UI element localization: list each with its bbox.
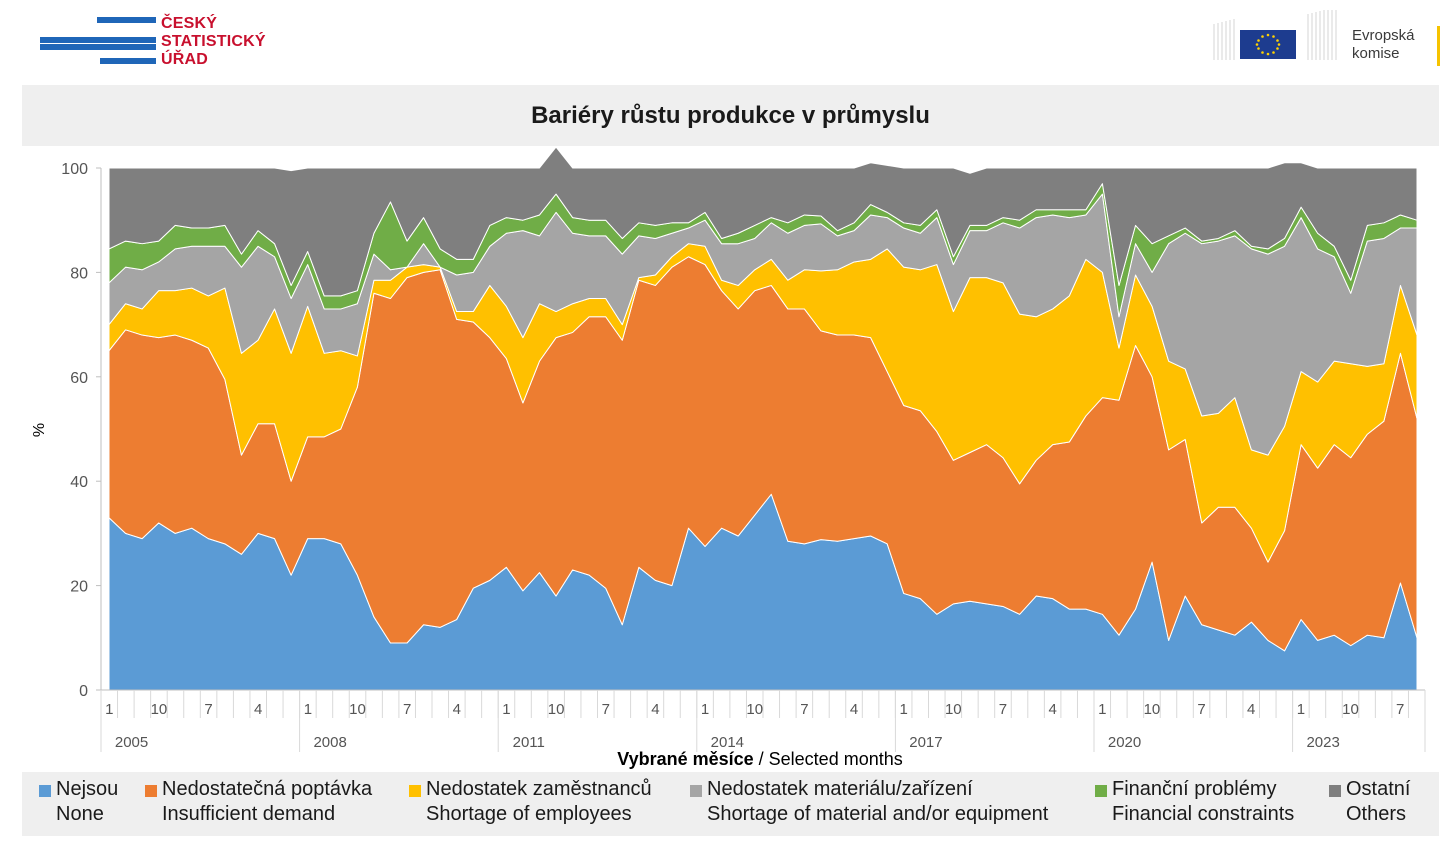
legend-label-en: Insufficient demand — [162, 803, 336, 825]
eu-stars — [1255, 33, 1281, 56]
x-tick-label: 7 — [204, 701, 212, 718]
legend-label-cz: Ostatní — [1346, 778, 1411, 800]
x-year-label: 2014 — [711, 734, 744, 751]
czso-logo-line: STATISTICKÝ — [161, 33, 266, 50]
y-tick-label: 40 — [70, 474, 88, 491]
legend-label-en: Others — [1346, 803, 1407, 825]
x-tick-label: 4 — [453, 701, 461, 718]
x-tick-label: 10 — [548, 701, 565, 718]
x-tick-label: 4 — [1247, 701, 1255, 718]
legend-label-en: Shortage of material and/or equipment — [707, 803, 1049, 825]
legend-label-en: Financial constraints — [1112, 803, 1295, 825]
eu-logo-line: Evropská — [1352, 27, 1415, 44]
x-tick-label: 4 — [1048, 701, 1056, 718]
x-tick-label: 10 — [945, 701, 962, 718]
legend-item: Nejsou None — [39, 777, 119, 827]
x-tick-label: 10 — [746, 701, 763, 718]
x-year-label: 2008 — [313, 734, 346, 751]
legend-swatch — [1095, 785, 1107, 797]
legend-label-cz: Nejsou — [56, 778, 119, 800]
legend-label-en: Shortage of employees — [426, 803, 632, 825]
eu-logo-line: komise — [1352, 45, 1400, 62]
stacked-area-chart: 0 20 40 60 80 100 1 10 7 4 1 10 7 4 1 10 7 4 1 10 7 4 1 10 7 4 1 10… — [31, 146, 1426, 769]
y-tick-label: 0 — [79, 683, 88, 700]
czso-logo-bar — [97, 17, 156, 23]
czso-logo-bar — [100, 58, 156, 64]
legend-label-cz: Nedostatek zaměstnanců — [426, 778, 652, 800]
eu-building-icon — [1213, 10, 1337, 60]
x-tick-label: 1 — [701, 701, 709, 718]
axes-group: 0 20 40 60 80 100 1 10 7 4 1 10 7 4 1 10 7 4 1 10 7 4 1 10 7 4 1 10… — [61, 161, 1426, 752]
legend-item: Nedostatek zaměstnanců Shortage of emplo… — [409, 777, 652, 827]
czso-logo-line: ÚŘAD — [161, 51, 209, 68]
legend-item: Finanční problémy Financial constraints — [1095, 777, 1295, 827]
czso-logo: ČESKÝ STATISTICKÝ ÚŘAD — [40, 14, 300, 70]
x-tick-label: 1 — [1297, 701, 1305, 718]
eu-commission-logo: Evropská komise — [1212, 8, 1448, 66]
y-tick-label: 80 — [70, 265, 88, 282]
x-axis-label-cz: Vybrané měsíce — [617, 749, 753, 769]
legend-label-cz: Finanční problémy — [1112, 778, 1277, 800]
legend-label-en: None — [56, 803, 104, 825]
chart-title: Bariéry růstu produkce v průmyslu — [531, 102, 930, 129]
x-tick-label: 10 — [1342, 701, 1359, 718]
legend-label-cz: Nedostatečná poptávka — [162, 778, 373, 800]
czso-logo-bar — [40, 44, 156, 50]
area-series-others — [108, 146, 1418, 297]
x-year-label: 2005 — [115, 734, 148, 751]
x-tick-label: 7 — [999, 701, 1007, 718]
legend-swatch — [409, 785, 421, 797]
czso-logo-line: ČESKÝ — [161, 15, 218, 32]
y-axis-label: % — [31, 423, 48, 437]
x-tick-label: 4 — [651, 701, 659, 718]
x-axis: 1 10 7 4 1 10 7 4 1 10 7 4 1 10 7 4 1 10 7 4 1 10 7 4 1 10 7 2005 20… — [100, 689, 1426, 752]
legend-swatch — [145, 785, 157, 797]
x-tick-label: 4 — [254, 701, 262, 718]
x-tick-label: 1 — [900, 701, 908, 718]
czso-logo-bar — [40, 37, 156, 43]
x-tick-label: 10 — [349, 701, 366, 718]
x-tick-label: 7 — [1197, 701, 1205, 718]
title-band: Bariéry růstu produkce v průmyslu — [22, 85, 1439, 146]
legend-swatch — [39, 785, 51, 797]
x-tick-label: 7 — [800, 701, 808, 718]
legend-item: Ostatní Others — [1329, 777, 1411, 827]
x-tick-label: 10 — [151, 701, 168, 718]
y-tick-label: 60 — [70, 370, 88, 387]
y-tick-label: 20 — [70, 579, 88, 596]
legend-label-cz: Nedostatek materiálu/zařízení — [707, 778, 973, 800]
chart-legend: Nejsou None Nedostatečná poptávka Insuff… — [22, 772, 1439, 836]
x-axis-label: Vybrané měsíce / Selected months — [617, 749, 903, 769]
x-year-label: 2020 — [1108, 734, 1141, 751]
x-tick-label: 7 — [403, 701, 411, 718]
legend-item: Nedostatečná poptávka Insufficient deman… — [145, 777, 373, 827]
eu-commission-text: Evropská komise — [1352, 27, 1415, 63]
area-series-group — [108, 146, 1418, 691]
x-tick-label: 10 — [1144, 701, 1161, 718]
x-year-label: 2011 — [513, 734, 545, 751]
x-tick-label: 1 — [1098, 701, 1106, 718]
x-year-label: 2023 — [1306, 734, 1339, 751]
x-tick-label: 4 — [850, 701, 858, 718]
eu-logo-accent — [1437, 26, 1440, 66]
x-axis-label-en: / Selected months — [754, 749, 903, 769]
x-tick-label: 7 — [1396, 701, 1404, 718]
legend-swatch — [1329, 785, 1341, 797]
legend-item: Nedostatek materiálu/zařízení Shortage o… — [690, 777, 1049, 827]
x-tick-label: 1 — [304, 701, 312, 718]
czso-logo-text: ČESKÝ STATISTICKÝ ÚŘAD — [161, 15, 266, 69]
x-tick-label: 1 — [502, 701, 510, 718]
y-tick-label: 100 — [61, 161, 88, 178]
legend-swatch — [690, 785, 702, 797]
x-tick-label: 1 — [105, 701, 113, 718]
x-year-label: 2017 — [909, 734, 942, 751]
x-tick-label: 7 — [602, 701, 610, 718]
